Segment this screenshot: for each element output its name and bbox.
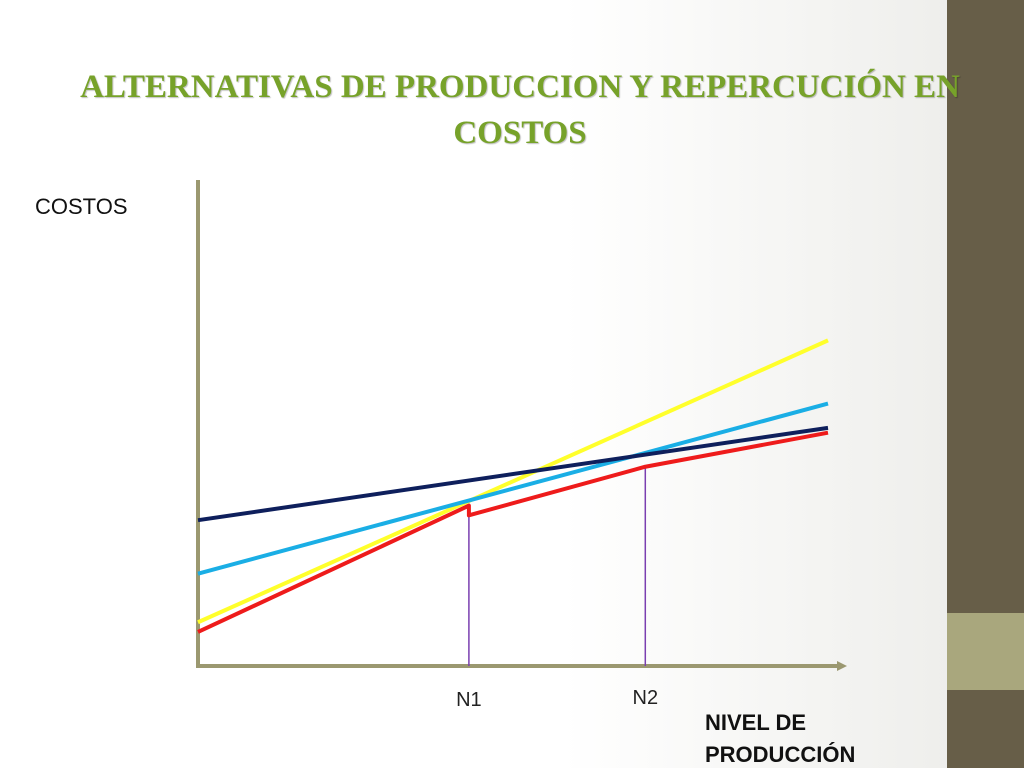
guide-lines — [468, 466, 647, 666]
series-line-4 — [197, 430, 829, 634]
series-line-2 — [197, 401, 829, 576]
series-line-3 — [197, 425, 829, 523]
x-tick-label-2: N2 — [633, 687, 659, 709]
x-axis-label-line-2: PRODUCCIÓN — [705, 742, 855, 767]
sidebar-accent-block — [947, 613, 1024, 690]
x-tick-label-1: N1 — [456, 689, 482, 711]
series-layer — [197, 338, 829, 634]
slide-title: ALTERNATIVAS DE PRODUCCION Y REPERCUCIÓN… — [80, 69, 960, 151]
x-tick-labels: N1 N2 — [456, 687, 658, 711]
y-axis-label: COSTOS — [35, 194, 128, 219]
series-line-1 — [197, 338, 829, 625]
x-axis-label-line-1: NIVEL DE — [705, 710, 806, 735]
